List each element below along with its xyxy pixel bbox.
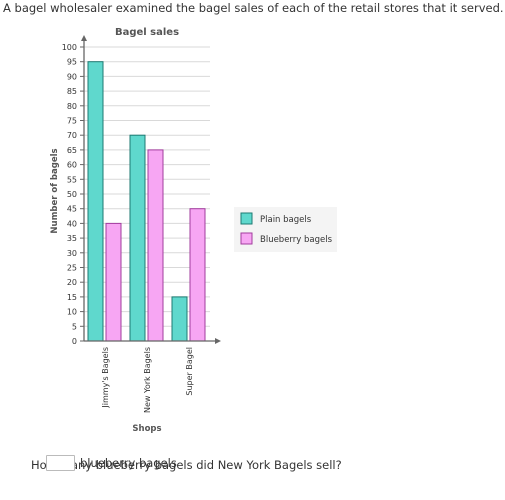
y-axis-arrow (81, 35, 87, 41)
bagel-sales-chart: 0 5 10 15 20 25 30 35 40 45 50 55 60 65 70 75 80 85 90 95 10… (50, 27, 337, 434)
question-intro: A bagel wholesaler examined the bagel sa… (3, 1, 504, 15)
y-tick-label: 10 (67, 308, 77, 317)
y-tick-label: 70 (67, 131, 77, 140)
legend-label: Plain bagels (260, 215, 312, 225)
x-tick-label: Jimmy's Bagels (101, 347, 110, 409)
bar-plain-bagels (129, 134, 146, 342)
y-tick-label: 80 (67, 102, 77, 111)
y-tick-label: 15 (67, 293, 77, 302)
legend-swatch (240, 232, 253, 245)
x-tick-label: New York Bagels (143, 347, 152, 413)
legend-label: Blueberry bagels (260, 235, 333, 245)
y-tick-label: 30 (67, 249, 77, 258)
bar-plain-bagels (87, 61, 104, 342)
bar-plain-bagels (171, 296, 188, 342)
y-tick-label: 90 (67, 72, 77, 81)
bar-blueberry-bagels (105, 222, 122, 342)
y-tick-label: 5 (72, 322, 77, 331)
y-tick-label: 75 (67, 117, 77, 126)
answer-input[interactable] (46, 455, 75, 471)
question-prompt: How many blueberry bagels did New York B… (31, 458, 342, 472)
x-axis-title: Shops (132, 424, 161, 434)
y-tick-label: 95 (67, 58, 77, 67)
bar-blueberry-bagels (189, 208, 206, 342)
chart-title: Bagel sales (115, 27, 179, 38)
y-tick-label: 25 (67, 264, 77, 273)
y-tick-label: 20 (67, 278, 77, 287)
y-tick-label: 40 (67, 219, 77, 228)
y-tick-label: 65 (67, 146, 77, 155)
answer-row: blueberry bagels (46, 454, 177, 472)
y-axis-title: Number of bagels (50, 148, 60, 233)
y-tick-label: 55 (67, 175, 77, 184)
y-tick-label: 50 (67, 190, 77, 199)
y-tick-label: 45 (67, 205, 77, 214)
y-tick-label: 85 (67, 87, 77, 96)
answer-unit-label: blueberry bagels (80, 456, 177, 470)
legend-swatch (240, 212, 253, 225)
x-tick-label: Super Bagel (185, 347, 194, 396)
y-tick-label: 0 (72, 337, 77, 346)
y-tick-label: 60 (67, 161, 77, 170)
bar-blueberry-bagels (147, 149, 164, 342)
y-tick-label: 100 (62, 43, 77, 52)
y-tick-label: 35 (67, 234, 77, 243)
x-axis-arrow (215, 338, 221, 344)
